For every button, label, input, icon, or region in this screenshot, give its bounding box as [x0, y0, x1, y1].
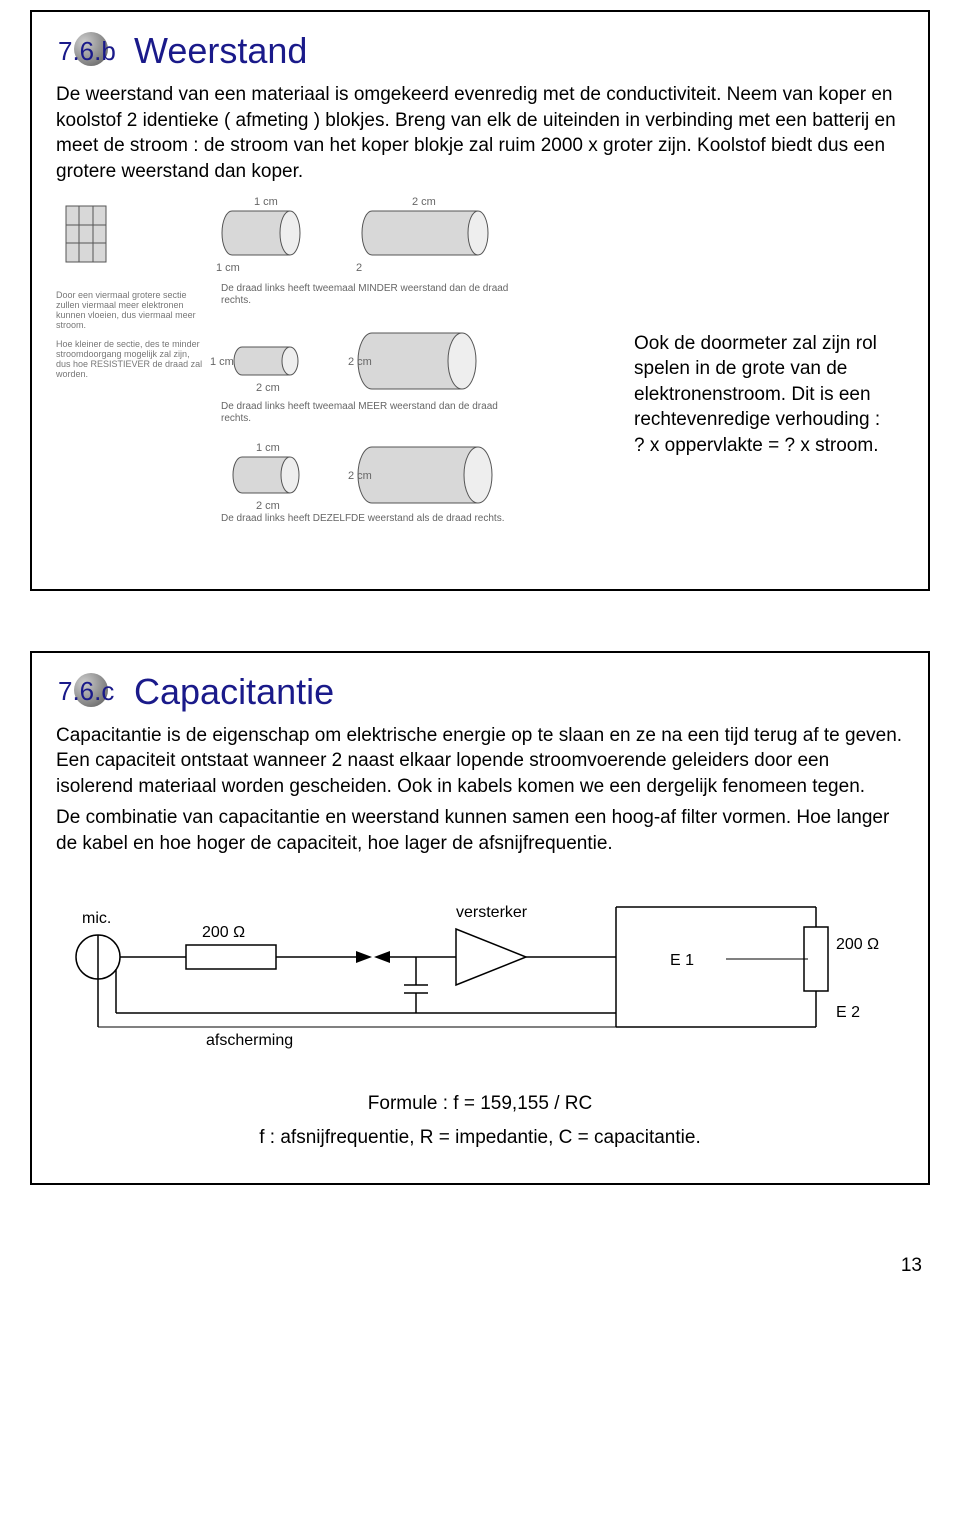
heading-row-2: 7.6.c Capacitantie: [56, 671, 904, 713]
svg-text:2 cm: 2 cm: [256, 500, 280, 512]
label-e1: E 1: [670, 952, 694, 969]
cylinders-diagram: 1 cm 2 cm 1 cm 2 Door een viermaal grote…: [56, 191, 904, 561]
formula-block: Formule : f = 159,155 / RC f : afsnijfre…: [56, 1087, 904, 1155]
section-bullet: 7.6.b: [56, 30, 116, 72]
diagram-caption-2: De draad links heeft tweemaal MEER weers…: [221, 401, 511, 424]
svg-text:1 cm: 1 cm: [256, 442, 280, 454]
section-number-2: 7.6.c: [58, 676, 114, 707]
label-r200-right: 200 Ω: [836, 936, 879, 953]
page-number: 13: [30, 1245, 930, 1277]
side-note: Ook de doormeter zal zijn rol spelen in …: [634, 331, 894, 459]
label-afscherming: afscherming: [206, 1032, 293, 1049]
circuit-svg: mic. 200 Ω versterker: [56, 867, 896, 1057]
section-title-2: Capacitantie: [134, 671, 334, 713]
section-bullet-2: 7.6.c: [56, 671, 116, 713]
svg-text:1 cm: 1 cm: [254, 196, 278, 208]
heading-row: 7.6.b Weerstand: [56, 30, 904, 72]
svg-text:2 cm: 2 cm: [348, 470, 372, 482]
diagram-caption-1: De draad links heeft tweemaal MINDER wee…: [221, 283, 511, 306]
circuit-diagram: mic. 200 Ω versterker: [56, 867, 904, 1057]
slide-weerstand: 7.6.b Weerstand De weerstand van een mat…: [30, 10, 930, 591]
svg-text:2: 2: [356, 262, 362, 274]
section-title: Weerstand: [134, 30, 307, 72]
diagram-caption-3: De draad links heeft DEZELFDE weerstand …: [221, 513, 511, 525]
svg-text:2 cm: 2 cm: [412, 196, 436, 208]
slide2-para2: De combinatie van capacitantie en weerst…: [56, 805, 904, 856]
slide2-para1: Capacitantie is de eigenschap om elektri…: [56, 723, 904, 800]
label-mic: mic.: [82, 910, 111, 927]
svg-text:2 cm: 2 cm: [348, 356, 372, 368]
label-versterker: versterker: [456, 904, 528, 921]
svg-text:1 cm: 1 cm: [210, 356, 234, 368]
svg-text:2 cm: 2 cm: [256, 382, 280, 394]
svg-text:1 cm: 1 cm: [216, 262, 240, 274]
page: 7.6.b Weerstand De weerstand van een mat…: [0, 0, 960, 1297]
formula-legend: f : afsnijfrequentie, R = impedantie, C …: [56, 1121, 904, 1155]
label-e2: E 2: [836, 1004, 860, 1021]
section-number: 7.6.b: [58, 36, 116, 67]
formula-line: Formule : f = 159,155 / RC: [56, 1087, 904, 1121]
label-r200-left: 200 Ω: [202, 924, 245, 941]
slide-capacitantie: 7.6.c Capacitantie Capacitantie is de ei…: [30, 651, 930, 1186]
cylinders-svg: 1 cm 2 cm 1 cm 2 Door een viermaal grote…: [56, 191, 516, 551]
intro-paragraph: De weerstand van een materiaal is omgeke…: [56, 82, 904, 185]
